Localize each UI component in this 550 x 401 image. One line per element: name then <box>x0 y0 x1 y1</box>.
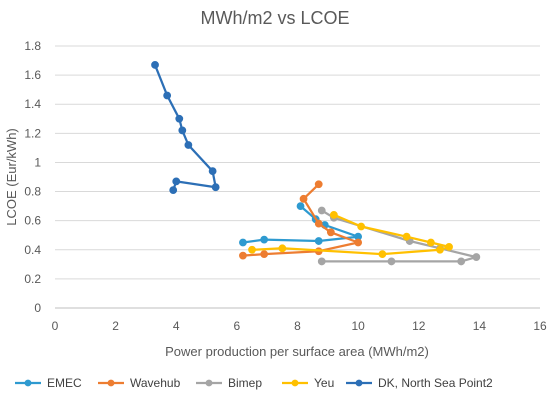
y-tick-label: 0.6 <box>24 214 41 228</box>
data-point-emec <box>260 235 269 244</box>
y-axis-title: LCOE (Eur/kWh) <box>4 128 19 226</box>
data-point-yeu <box>436 245 444 254</box>
data-point-yeu <box>445 242 453 251</box>
data-point-yeu <box>278 244 287 253</box>
y-tick-label: 1.2 <box>24 126 41 140</box>
series-layer <box>151 61 481 266</box>
x-tick-label: 4 <box>173 319 180 333</box>
data-point-dk-north-sea-point2 <box>208 167 217 176</box>
legend-item-wavehub: Wavehub <box>98 376 181 390</box>
data-point-emec <box>239 238 247 247</box>
data-point-yeu <box>378 250 387 259</box>
data-point-wavehub <box>299 194 308 203</box>
legend-item-emec: EMEC <box>15 376 82 390</box>
data-point-yeu <box>402 232 411 241</box>
data-point-dk-north-sea-point2 <box>184 141 193 149</box>
legend-swatch-marker <box>355 379 363 387</box>
legend-item-dk-north-sea-point2: DK, North Sea Point2 <box>346 376 493 390</box>
data-point-yeu <box>248 245 256 254</box>
legend-label: DK, North Sea Point2 <box>378 376 493 390</box>
grid-layer <box>55 45 540 280</box>
series-line-bimep <box>321 209 478 263</box>
legend: EMEC Wavehub Bimep Yeu DK, North Sea Point2 <box>15 376 493 390</box>
data-point-dk-north-sea-point2 <box>151 61 159 69</box>
data-point-yeu <box>426 238 435 247</box>
chart-title: MWh/m2 vs LCOE <box>200 8 349 28</box>
data-point-wavehub <box>326 228 335 237</box>
series-wavehub <box>239 180 363 260</box>
data-point-dk-north-sea-point2 <box>178 126 187 135</box>
data-point-wavehub <box>239 251 247 260</box>
series-line-wavehub <box>242 183 360 257</box>
x-tick-label: 2 <box>112 319 119 333</box>
data-point-dk-north-sea-point2 <box>172 177 181 186</box>
x-tick-label: 0 <box>52 319 59 333</box>
legend-label: Bimep <box>228 376 262 390</box>
x-tick-label: 14 <box>473 319 487 333</box>
legend-swatch-marker <box>205 379 213 387</box>
legend-label: Wavehub <box>130 376 181 390</box>
data-point-dk-north-sea-point2 <box>175 114 184 123</box>
data-point-bimep <box>457 257 466 266</box>
series-yeu <box>248 210 453 259</box>
legend-swatch-marker <box>291 379 299 387</box>
x-tick-label: 8 <box>294 319 301 333</box>
x-tick-label: 10 <box>351 319 365 333</box>
data-point-bimep <box>387 257 396 266</box>
data-point-emec <box>296 202 305 211</box>
legend-swatch-marker <box>24 379 32 387</box>
data-point-yeu <box>329 210 338 219</box>
x-axis-title: Power production per surface area (MWh/m… <box>165 344 429 359</box>
y-tick-label: 0.4 <box>24 243 41 257</box>
legend-label: EMEC <box>47 376 82 390</box>
y-tick-label: 1.8 <box>24 39 41 53</box>
axis-layer: 0 0.2 0.4 0.6 0.8 1 1.2 1.4 1.6 1.8 0 2 4 6 8 10 12 14 16 <box>24 39 547 333</box>
legend-label: Yeu <box>314 376 334 390</box>
y-tick-label: 0.8 <box>24 185 41 199</box>
y-tick-label: 0.2 <box>24 272 41 286</box>
series-emec <box>239 202 363 247</box>
data-point-bimep <box>317 206 326 215</box>
y-tick-label: 1 <box>34 155 41 169</box>
legend-item-yeu: Yeu <box>282 376 334 390</box>
y-tick-label: 1.4 <box>24 97 41 111</box>
data-point-bimep <box>317 257 326 266</box>
x-tick-label: 16 <box>533 319 547 333</box>
data-point-dk-north-sea-point2 <box>211 183 220 192</box>
data-point-wavehub <box>354 238 363 247</box>
y-tick-label: 0 <box>34 301 41 315</box>
legend-swatch-marker <box>107 379 115 387</box>
data-point-dk-north-sea-point2 <box>169 186 178 195</box>
legend-item-bimep: Bimep <box>196 376 262 390</box>
data-point-yeu <box>357 222 366 231</box>
data-point-wavehub <box>314 219 323 228</box>
series-dk-north-sea-point2 <box>151 61 220 195</box>
data-point-dk-north-sea-point2 <box>163 91 172 100</box>
y-tick-label: 1.6 <box>24 68 41 82</box>
data-point-wavehub <box>314 180 323 189</box>
series-line-dk-north-sea-point2 <box>153 64 217 191</box>
x-tick-label: 12 <box>412 319 426 333</box>
data-point-wavehub <box>260 250 269 259</box>
data-point-emec <box>314 237 323 245</box>
data-point-bimep <box>472 253 481 261</box>
x-tick-label: 6 <box>234 319 241 333</box>
